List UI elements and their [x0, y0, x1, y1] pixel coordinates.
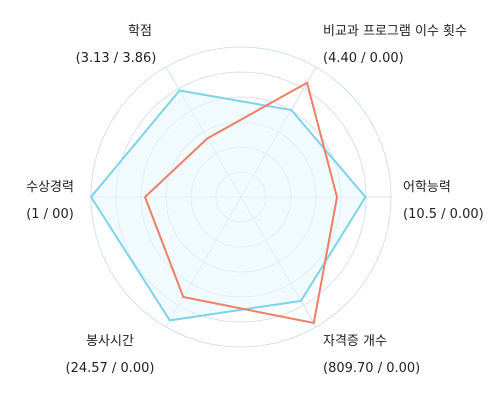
axis-name-5: 수상경력: [26, 180, 74, 195]
axis-labels: 학점 (3.13 / 3.86) 비교과 프로그램 이수 횟수 (4.40 / …: [26, 24, 484, 376]
series-1-polygon: [143, 81, 339, 325]
axis-name-2: 어학능력: [403, 180, 451, 195]
axis-name-4: 봉사시간: [86, 334, 134, 349]
axis-value-2: (10.5 / 0.00): [403, 207, 484, 222]
axis-value-3: (809.70 / 0.00): [323, 361, 420, 376]
axis-value-4: (24.57 / 0.00): [66, 361, 155, 376]
axis-value-1: (4.40 / 0.00): [323, 51, 404, 66]
radar-series: [89, 81, 367, 325]
series-0-polygon: [89, 89, 367, 322]
axis-name-1: 비교과 프로그램 이수 횟수: [323, 24, 467, 39]
axis-name-3: 자격증 개수: [323, 334, 387, 349]
axis-name-0: 학점: [128, 24, 152, 39]
axis-value-0: (3.13 / 3.86): [76, 51, 157, 66]
axis-value-5: (1 / 00): [26, 207, 74, 222]
